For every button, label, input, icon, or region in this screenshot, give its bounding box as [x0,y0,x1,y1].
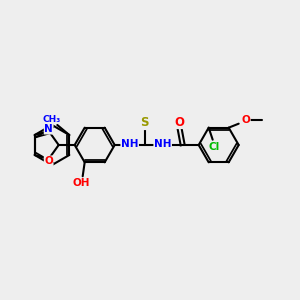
Text: O: O [241,115,250,125]
Text: NH: NH [121,139,138,149]
Text: N: N [44,124,53,134]
Text: O: O [175,116,185,128]
Text: OH: OH [73,178,90,188]
Text: S: S [140,116,149,130]
Text: O: O [44,156,53,166]
Text: Cl: Cl [208,142,219,152]
Text: CH₃: CH₃ [42,115,60,124]
Text: NH: NH [154,139,171,149]
